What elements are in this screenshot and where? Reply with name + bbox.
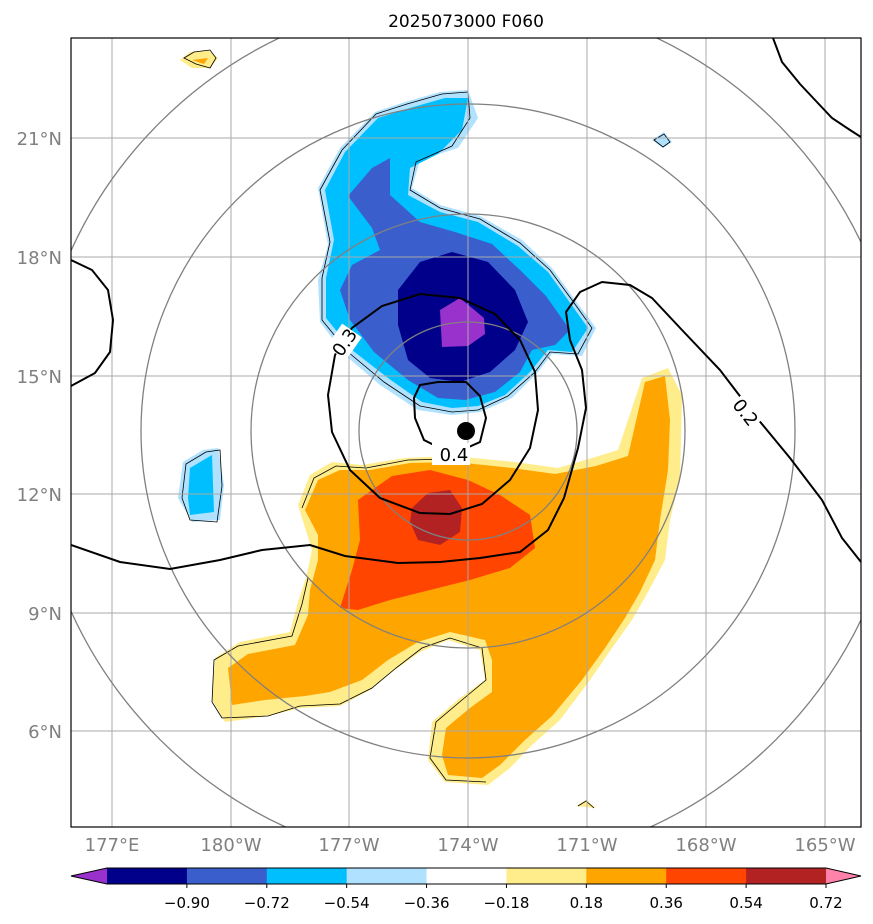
lon-label-180w: 180°W: [200, 835, 261, 856]
colorbar-tick-label: 0.54: [729, 894, 762, 912]
lat-label-9n: 9°N: [28, 604, 62, 625]
colorbar-tick-label: 0.36: [650, 894, 683, 912]
colorbar-cell: [666, 868, 747, 884]
storm-center-marker: [457, 422, 475, 440]
colorbar-tick-label: 0.72: [809, 894, 842, 912]
map-title: 2025073000 F060: [388, 12, 544, 32]
colorbar-cell: [586, 868, 667, 884]
map-area: 0.3 0.4 0.2: [71, 38, 861, 827]
colorbar-tick-label: −0.18: [483, 894, 529, 912]
colorbar-min-extend: [71, 868, 107, 884]
lon-label-174w: 174°W: [437, 835, 498, 856]
lon-label-171w: 171°W: [556, 835, 617, 856]
colorbar-cell: [186, 868, 268, 884]
colorbar-cell: [746, 868, 827, 884]
contour-label-0.4: 0.4: [440, 445, 469, 466]
range-rings: [71, 38, 861, 827]
shading-outlines: [181, 49, 671, 809]
map-frame: [70, 37, 862, 828]
lon-axis: 177°E 180°W 177°W 174°W 171°W 168°W 165°…: [85, 835, 856, 856]
colorbar-tick-label: −0.72: [244, 894, 290, 912]
colorbar-tick-label: −0.54: [324, 894, 370, 912]
colorbar-ticks: −0.90 −0.72 −0.54 −0.36 −0.18 0.18 0.36 0.54 0.7…: [164, 884, 843, 912]
colorbar-cell: [107, 868, 188, 884]
colorbar-cell: [346, 868, 428, 884]
lon-label-168w: 168°W: [675, 835, 736, 856]
colorbar-tick-label: 0.18: [570, 894, 603, 912]
graticule: [71, 38, 861, 827]
lat-label-18n: 18°N: [17, 248, 62, 269]
colorbar-cell: [506, 868, 587, 884]
positive-anomaly-shading: [180, 50, 682, 808]
lat-label-6n: 6°N: [28, 722, 62, 743]
lat-label-15n: 15°N: [17, 367, 62, 388]
lat-label-12n: 12°N: [17, 485, 62, 506]
colorbar: −0.90 −0.72 −0.54 −0.36 −0.18 0.18 0.36 0.54 0.7…: [70, 867, 862, 912]
colorbar-cell: [426, 868, 507, 884]
contour-label-group: [326, 323, 766, 465]
colorbar-max-extend: [826, 868, 861, 884]
lon-label-177w: 177°W: [318, 835, 379, 856]
negative-anomaly-shading: [178, 90, 672, 522]
colorbar-cell: [266, 868, 348, 884]
colorbar-tick-label: −0.90: [164, 894, 210, 912]
colorbar-tick-label: −0.36: [404, 894, 450, 912]
lon-label-177e: 177°E: [85, 835, 140, 856]
contour-lines: [71, 38, 861, 571]
lat-axis: 21°N 18°N 15°N 12°N 9°N 6°N: [17, 129, 62, 743]
lat-label-21n: 21°N: [17, 129, 62, 150]
colorbar-cells: [107, 868, 827, 884]
lon-label-165w: 165°W: [794, 835, 855, 856]
